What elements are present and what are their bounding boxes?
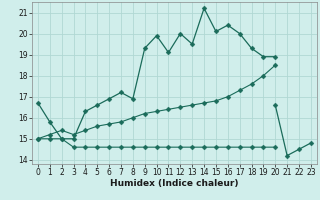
X-axis label: Humidex (Indice chaleur): Humidex (Indice chaleur) <box>110 179 239 188</box>
